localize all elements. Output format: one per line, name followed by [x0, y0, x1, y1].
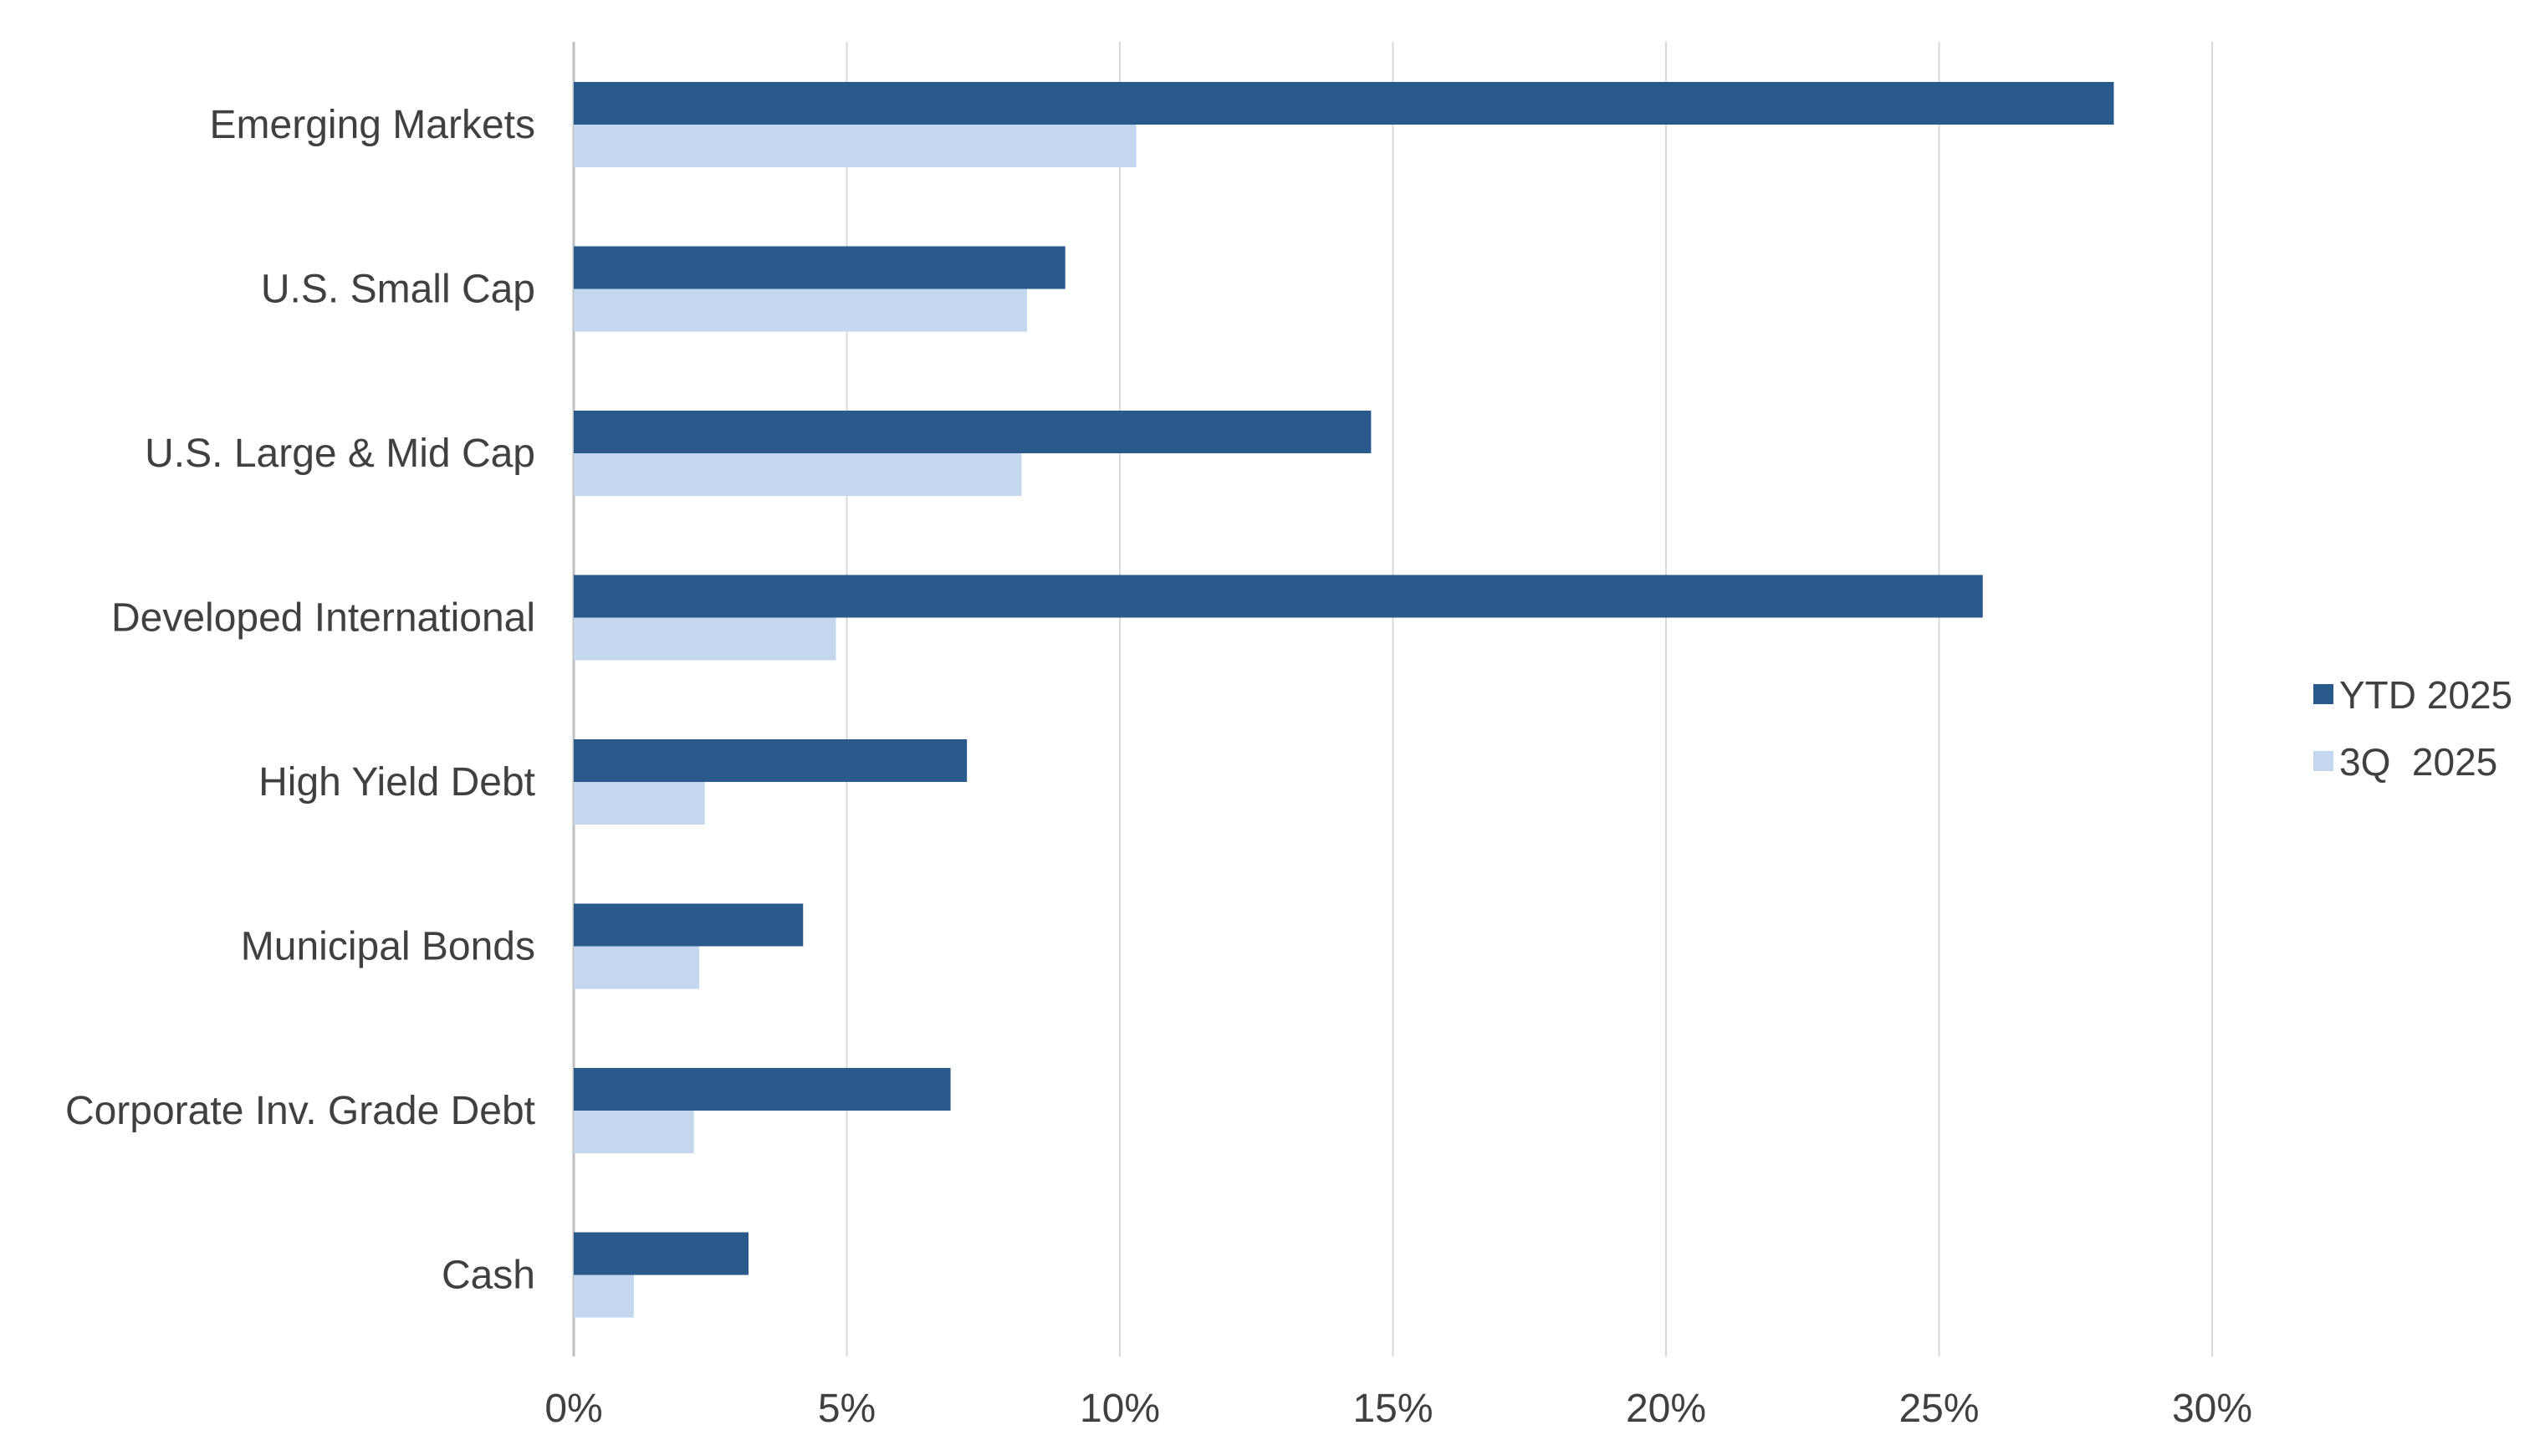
category-labels: Emerging Markets U.S. Small Cap U.S. Large…	[65, 103, 535, 1298]
x-tick-label-15: 15%	[1352, 1387, 1433, 1431]
bar-3q-2025-municipal-bonds	[574, 946, 700, 989]
bar-3q-2025-emerging-markets	[574, 125, 1137, 167]
x-tick-labels: 0% 5% 10% 15% 20% 25% 30%	[544, 1387, 2252, 1431]
category-label-developed-international: Developed International	[111, 596, 535, 641]
x-tick-label-20: 20%	[1626, 1387, 1706, 1431]
bar-ytd-2025-developed-international	[574, 575, 1983, 618]
category-label-municipal-bonds: Municipal Bonds	[241, 925, 535, 969]
category-label-u-s-large-mid-cap: U.S. Large & Mid Cap	[145, 432, 535, 476]
x-tick-label-5: 5%	[818, 1387, 876, 1431]
bar-3q-2025-u-s-small-cap	[574, 289, 1027, 332]
bar-ytd-2025-emerging-markets	[574, 82, 2114, 125]
x-tick-label-10: 10%	[1080, 1387, 1160, 1431]
bar-3q-2025-corporate-inv-grade-debt	[574, 1111, 694, 1153]
category-label-cash: Cash	[442, 1254, 535, 1298]
x-tick-label-30: 30%	[2172, 1387, 2252, 1431]
gridlines	[572, 42, 2213, 1356]
x-tick-label-25: 25%	[1899, 1387, 1979, 1431]
bar-3q-2025-u-s-large-mid-cap	[574, 453, 1022, 496]
legend: YTD 2025 3Q 2025	[2313, 673, 2512, 784]
legend-label-ytd-2025: YTD 2025	[2339, 673, 2512, 717]
bar-ytd-2025-u-s-large-mid-cap	[574, 411, 1372, 453]
bar-ytd-2025-high-yield-debt	[574, 739, 968, 782]
category-label-corporate-inv-grade-debt: Corporate Inv. Grade Debt	[65, 1089, 535, 1133]
bar-ytd-2025-cash	[574, 1232, 749, 1275]
category-label-high-yield-debt: High Yield Debt	[258, 760, 535, 805]
bar-3q-2025-cash	[574, 1275, 634, 1318]
x-tick-label-0: 0%	[544, 1387, 602, 1431]
legend-swatch-ytd-2025	[2313, 684, 2333, 704]
category-label-u-s-small-cap: U.S. Small Cap	[261, 268, 535, 312]
bar-ytd-2025-u-s-small-cap	[574, 246, 1066, 289]
bar-3q-2025-developed-international	[574, 617, 836, 661]
legend-label-3q-2025: 3Q 2025	[2339, 740, 2497, 784]
category-label-emerging-markets: Emerging Markets	[210, 103, 535, 147]
bars	[574, 82, 2114, 1318]
bar-3q-2025-high-yield-debt	[574, 782, 705, 825]
legend-swatch-3q-2025	[2313, 751, 2333, 771]
bar-ytd-2025-municipal-bonds	[574, 903, 804, 947]
bar-ytd-2025-corporate-inv-grade-debt	[574, 1068, 951, 1111]
